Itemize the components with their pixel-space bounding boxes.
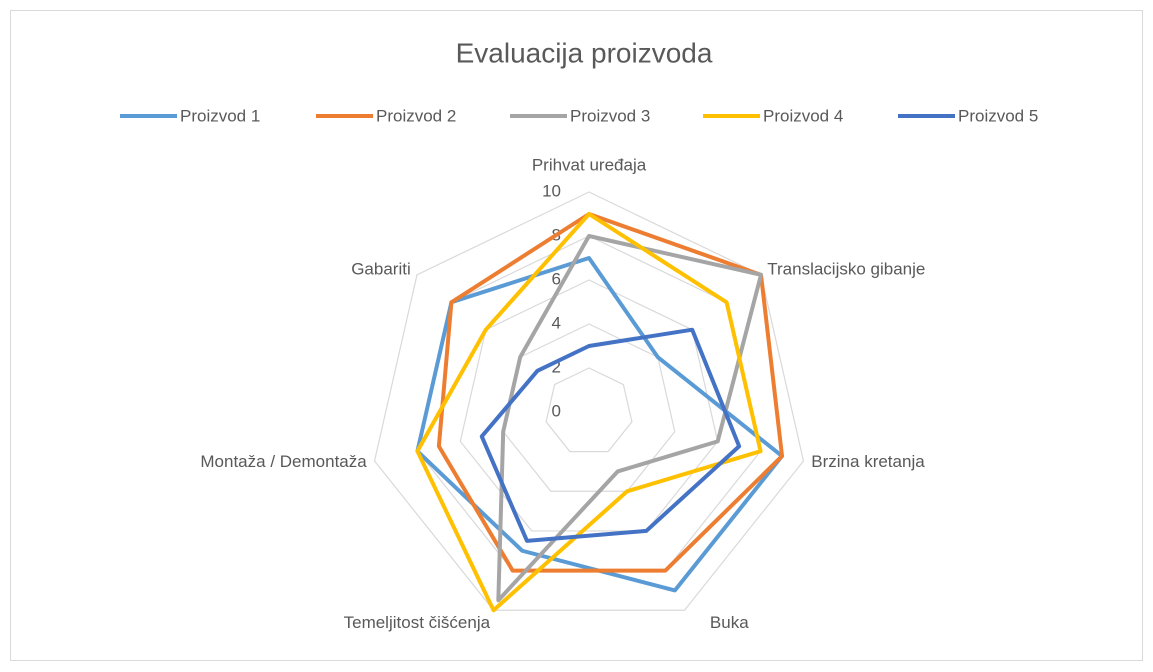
category-label: Gabariti <box>351 259 411 278</box>
category-label: Montaža / Demontaža <box>200 452 367 471</box>
legend-label: Proizvod 5 <box>958 106 1038 125</box>
r-tick-label: 6 <box>552 269 561 288</box>
category-label: Brzina kretanja <box>811 452 925 471</box>
category-label: Buka <box>710 613 749 632</box>
chart-border <box>10 10 1143 661</box>
r-tick-label: 4 <box>552 313 561 332</box>
r-tick-label: 0 <box>552 401 561 420</box>
r-tick-label: 10 <box>542 181 561 200</box>
series-line <box>479 327 742 543</box>
r-tick-label: 2 <box>552 357 561 376</box>
legend-label: Proizvod 1 <box>180 106 260 125</box>
series-line <box>436 212 785 573</box>
legend-label: Proizvod 4 <box>763 106 843 125</box>
series-line <box>496 234 764 603</box>
chart-title: Evaluacija proizvoda <box>456 37 713 68</box>
category-label: Translacijsko gibanje <box>767 259 925 278</box>
category-label: Temeljitost čišćenja <box>344 613 491 632</box>
category-label: Prihvat uređaja <box>532 155 647 174</box>
grid-ring <box>545 367 633 453</box>
legend-label: Proizvod 2 <box>376 106 456 125</box>
grid-ring <box>459 279 719 532</box>
series-line <box>415 212 763 613</box>
grid-ring <box>373 191 805 611</box>
legend-label: Proizvod 3 <box>570 106 650 125</box>
